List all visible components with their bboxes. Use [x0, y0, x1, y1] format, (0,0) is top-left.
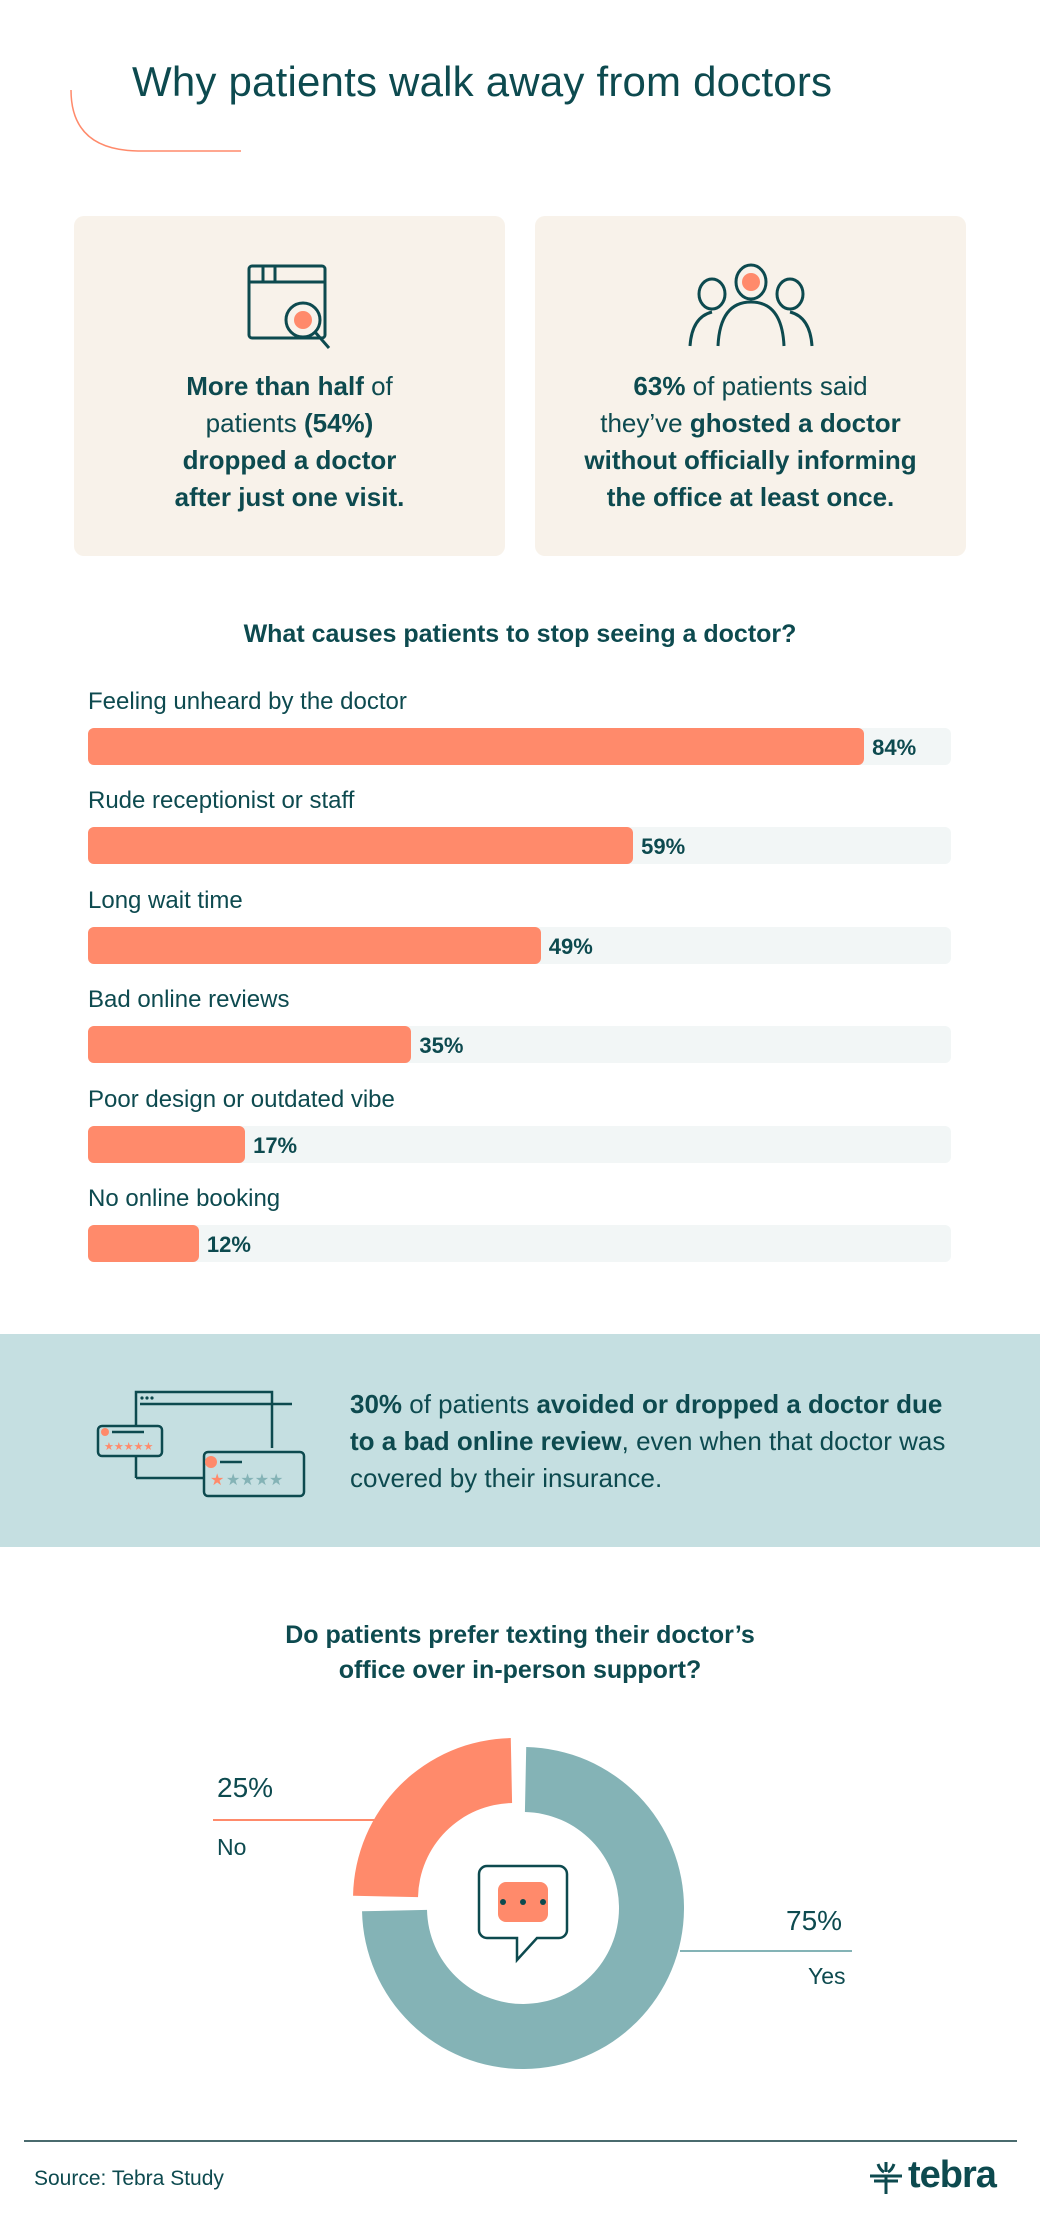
text: of patients said: [685, 371, 868, 401]
stat-line: without officially informing: [555, 442, 946, 479]
leader-line-yes: [680, 1950, 852, 1952]
stat-line: after just one visit.: [94, 479, 485, 516]
stat-text: 63% of patients said they’ve ghosted a do…: [555, 368, 946, 516]
stat-card-ghosted: 63% of patients said they’ve ghosted a do…: [535, 216, 966, 556]
donut-slice-yes: [362, 1747, 684, 2069]
stat-line: the office at least once.: [555, 479, 946, 516]
bar-track: 49%: [88, 926, 951, 964]
bar-value-label: 12%: [206, 1232, 251, 1257]
tebra-logo: tebra: [868, 2154, 997, 2200]
bar-track: 35%: [88, 1026, 951, 1064]
bar: [88, 1225, 199, 1262]
footer-divider: [24, 2140, 1017, 2142]
bold-text: dropped a doctor: [182, 445, 397, 475]
bold-text: avoided or dropped a doctor due to a bad…: [350, 1389, 943, 1456]
slice-label-yes: Yes: [808, 1963, 846, 1989]
bar-track: 59%: [88, 827, 951, 865]
svg-text:★★★★: ★★★★: [226, 1472, 283, 1489]
bar-category-label: Long wait time: [88, 886, 243, 914]
bar-category-label: Feeling unheard by the doctor: [88, 688, 407, 715]
bold-text: More than half: [186, 371, 364, 401]
people-group-icon: [688, 263, 813, 347]
bold-text: without officially informing: [584, 445, 917, 475]
title-arc-decoration: [70, 89, 241, 152]
bar-category-label: No online booking: [88, 1185, 281, 1212]
bar-track: 84%: [88, 728, 951, 765]
svg-text:★: ★: [210, 1472, 224, 1489]
stat-text: More than half of patients (54%) dropped a…: [94, 368, 485, 516]
bar: [88, 926, 541, 964]
bar-category-label: Poor design or outdated vibe: [88, 1085, 395, 1113]
svg-text:★★★★★: ★★★★★: [104, 1441, 153, 1453]
bold-text: 63%: [633, 371, 686, 401]
text: of patients: [402, 1389, 537, 1419]
bar-value-label: 35%: [419, 1033, 464, 1059]
text: , even when that doctor was covered by t…: [350, 1426, 946, 1493]
review-callout-text: 30% of patients avoided or dropped a doc…: [350, 1386, 970, 1497]
bold-text: ghosted a doctor: [689, 408, 901, 438]
bold-text: after just one visit.: [174, 482, 405, 512]
bar-value-label: 84%: [872, 735, 917, 760]
bar: [88, 1125, 246, 1163]
bar-track: 17%: [88, 1125, 951, 1163]
donut-title-line: Do patients prefer texting their doctor’…: [285, 1621, 755, 1649]
bar-value-label: 49%: [548, 933, 593, 959]
slice-label-no-value: 25%: [217, 1772, 274, 1803]
text: patients: [205, 408, 304, 438]
stat-line: they’ve ghosted a doctor: [555, 405, 946, 442]
donut-chart: [353, 1738, 684, 2069]
bold-text: the office at least once.: [606, 482, 895, 512]
bar-category-label: Rude receptionist or staff: [88, 787, 355, 815]
bar: [88, 1026, 412, 1064]
bar-value-label: 59%: [641, 834, 686, 860]
bold-text: 30%: [350, 1389, 403, 1419]
text: they’ve: [600, 408, 690, 438]
tebra-leaf-icon: [870, 2162, 902, 2194]
leader-line-no: [213, 1819, 405, 1821]
stat-line: 63% of patients said: [555, 368, 946, 405]
donut-chart-title: Do patients prefer texting their doctor’…: [0, 1618, 1040, 1688]
page-title: Why patients walk away from doctors: [132, 58, 833, 105]
stat-line: patients (54%): [94, 405, 485, 442]
online-review-windows-icon: ★★★★★ ★ ★★★★: [96, 1390, 306, 1498]
review-callout-band: [0, 1334, 1040, 1547]
bar-category-label: Bad online reviews: [88, 986, 290, 1014]
bold-text: (54%): [303, 408, 374, 438]
source-note: Source: Tebra Study: [34, 2167, 224, 2190]
browser-search-icon: [247, 264, 330, 349]
bar-chart-title: What causes patients to stop seeing a do…: [243, 620, 797, 648]
slice-label-yes-value: 75%: [786, 1905, 843, 1936]
stat-line: dropped a doctor: [94, 442, 485, 479]
slice-label-no: No: [217, 1834, 247, 1860]
bar: [88, 728, 865, 765]
logo-wordmark: tebra: [908, 2154, 997, 2196]
donut-title-line: office over in-person support?: [338, 1656, 702, 1684]
bar-track: 12%: [88, 1225, 951, 1262]
stat-line: More than half of: [94, 368, 485, 405]
bar-value-label: 17%: [253, 1132, 298, 1158]
chat-bubble-typing-icon: [477, 1864, 569, 1964]
donut-slice-no: [353, 1738, 513, 1898]
text: of: [363, 371, 393, 401]
bar: [88, 827, 634, 865]
stat-card-one-visit: More than half of patients (54%) dropped a…: [74, 216, 505, 556]
